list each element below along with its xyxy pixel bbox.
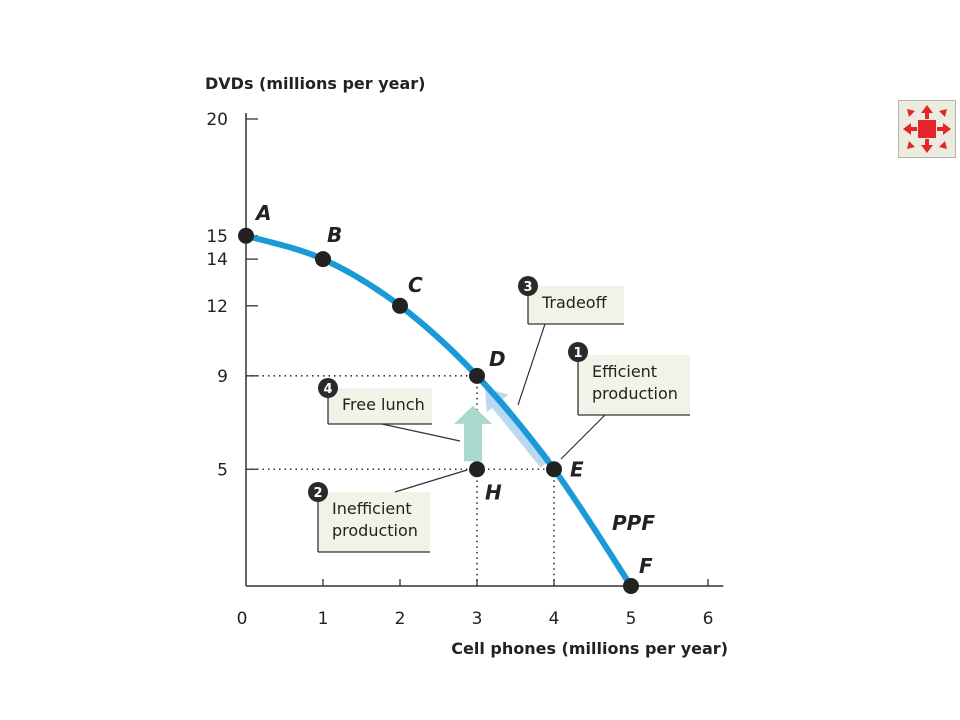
- point-h: [469, 461, 485, 478]
- callout-number: 2: [313, 486, 322, 501]
- callout-leader: [517, 323, 546, 406]
- point-d: [469, 367, 485, 384]
- point-label-h: H: [485, 480, 502, 504]
- y-tick-label: 9: [217, 367, 228, 387]
- y-axis-title: DVDs (millions per year): [205, 74, 425, 93]
- y-tick-label: 15: [206, 227, 228, 247]
- point-label-b: B: [327, 223, 342, 247]
- x-tick-label: 6: [703, 609, 714, 629]
- callout-number: 3: [523, 280, 532, 295]
- callout-number-badge: [308, 482, 328, 502]
- callout-text: Efficient: [592, 362, 657, 381]
- shrink-arrows-icon: [903, 105, 951, 153]
- x-tick-label: 1: [318, 609, 329, 629]
- point-f: [623, 578, 639, 594]
- shrink-view-button[interactable]: [898, 100, 956, 158]
- callout-number: 1: [573, 346, 582, 361]
- callout-text: production: [592, 384, 678, 403]
- callout-4: 4 Free lunch: [318, 378, 461, 442]
- point-a: [238, 227, 254, 244]
- point-label-a: A: [254, 201, 271, 225]
- movement-arrows: [454, 387, 552, 468]
- callout-text: Tradeoff: [541, 293, 608, 312]
- callout-box: [328, 388, 432, 424]
- free-lunch-arrow: [454, 405, 492, 462]
- point-b: [315, 251, 331, 268]
- callout-number-badge: [318, 378, 338, 398]
- x-tick-label: 5: [626, 609, 637, 629]
- x-tick-label: 2: [395, 609, 406, 629]
- ppf-curve-label: PPF: [612, 511, 655, 535]
- callout-text: Inefficient: [332, 499, 412, 518]
- point-label-e: E: [570, 457, 584, 481]
- callout-number-badge: [568, 342, 588, 362]
- y-tick-label: 14: [206, 250, 228, 270]
- point-label-d: D: [489, 347, 506, 371]
- guide-lines: [246, 375, 555, 586]
- data-points: A B C D E F H: [238, 201, 653, 594]
- x-tick-label: 0: [237, 609, 248, 629]
- callout-leader: [394, 469, 468, 493]
- x-tick-label: 3: [472, 609, 483, 629]
- callout-text: production: [332, 521, 418, 540]
- point-label-c: C: [408, 273, 423, 297]
- callout-3: 3 Tradeoff: [517, 276, 624, 406]
- callout-number: 4: [323, 382, 332, 397]
- x-tick-label: 4: [549, 609, 560, 629]
- point-e: [546, 461, 562, 478]
- callout-leader: [381, 423, 461, 442]
- y-tick-label: 12: [206, 297, 228, 317]
- callout-box: [528, 286, 624, 324]
- x-axis-title: Cell phones (millions per year): [451, 639, 728, 658]
- callout-leader: [560, 414, 606, 460]
- callout-text: Free lunch: [342, 395, 425, 414]
- y-tick-label: 20: [206, 110, 228, 130]
- y-tick-label: 5: [217, 460, 228, 480]
- callout-1: 1 Efficient production: [560, 342, 690, 460]
- callout-box: [318, 492, 430, 552]
- callout-2: 2 Inefficient production: [308, 469, 468, 553]
- callouts: 3 Tradeoff 1 Efficient production 4 Free lunch…: [308, 276, 690, 553]
- point-label-f: F: [639, 554, 653, 578]
- point-c: [392, 297, 408, 314]
- callout-number-badge: [518, 276, 538, 296]
- callout-box: [578, 355, 690, 415]
